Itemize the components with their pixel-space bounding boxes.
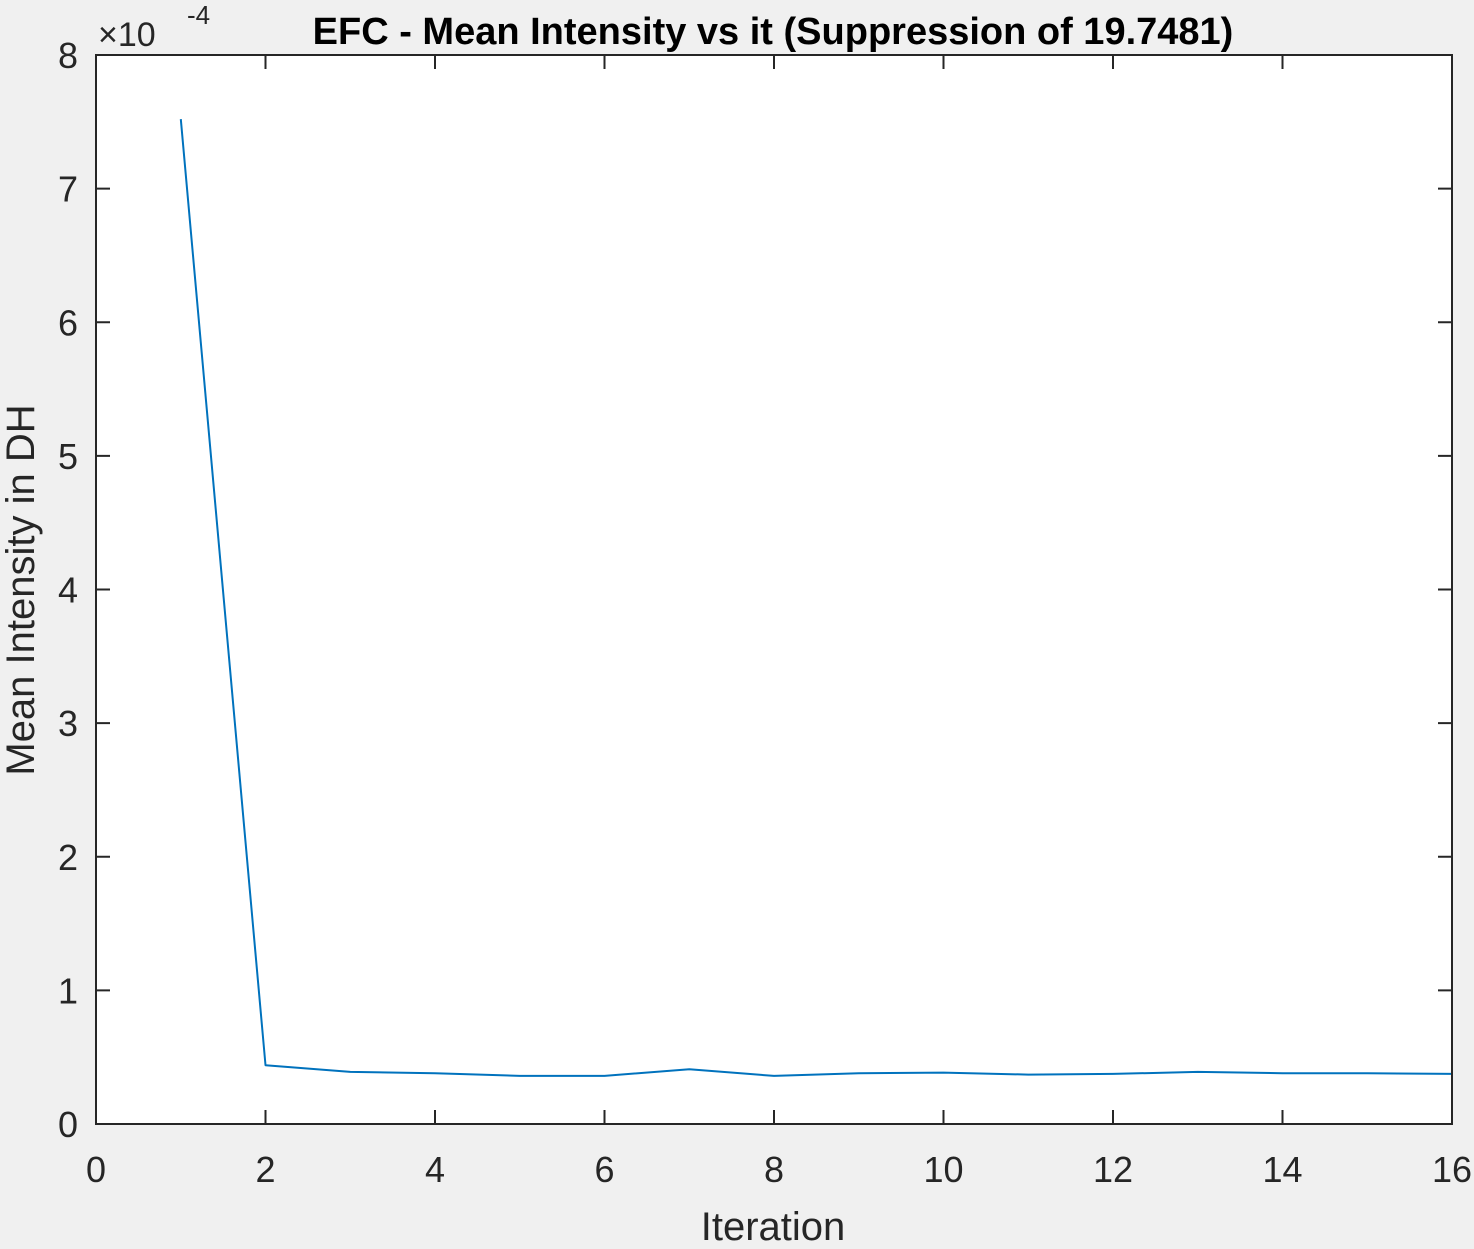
y-tick-label-5: 5 (58, 436, 78, 477)
y-tick-label-6: 6 (58, 302, 78, 343)
x-tick-label-6: 6 (594, 1149, 614, 1190)
chart-title: EFC - Mean Intensity vs it (Suppression … (313, 11, 1234, 53)
plot-frame (95, 54, 1453, 1125)
series-layer (179, 119, 1453, 1077)
y-tick-label-2: 2 (58, 837, 78, 878)
x-tick-labels: 0 2 4 6 8 10 12 14 16 (86, 1149, 1472, 1190)
x-tick-label-2: 2 (255, 1149, 275, 1190)
x-tick-label-0: 0 (86, 1149, 106, 1190)
y-tick-label-8: 8 (58, 35, 78, 76)
y-tick-label-7: 7 (58, 169, 78, 210)
y-axis-label: Mean Intensity in DH (0, 404, 43, 775)
y-tick-label-1: 1 (58, 970, 78, 1011)
y-tick-label-4: 4 (58, 570, 78, 611)
x-axis-label: Iteration (701, 1205, 846, 1244)
x-tick-label-10: 10 (923, 1149, 963, 1190)
x-tick-label-12: 12 (1093, 1149, 1133, 1190)
y-exponent-power: -4 (187, 0, 210, 30)
x-tick-label-8: 8 (764, 1149, 784, 1190)
plot-area (96, 55, 1452, 1124)
x-tick-label-4: 4 (425, 1149, 445, 1190)
y-tick-label-0: 0 (58, 1104, 78, 1145)
y-tick-labels: 0 1 2 3 4 5 6 7 8 (58, 35, 78, 1145)
series-line-0 (179, 119, 1453, 1077)
x-tick-label-16: 16 (1432, 1149, 1472, 1190)
y-exponent-base: ×10 (98, 16, 156, 54)
y-tick-label-3: 3 (58, 703, 78, 744)
x-tick-label-14: 14 (1262, 1149, 1302, 1190)
